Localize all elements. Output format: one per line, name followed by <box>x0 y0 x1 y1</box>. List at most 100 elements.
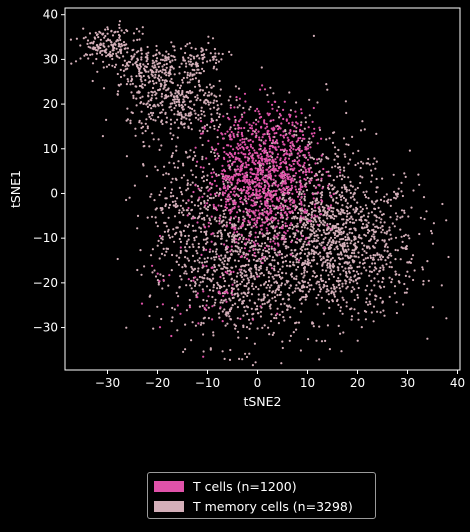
data-point <box>261 166 264 169</box>
data-point <box>265 201 268 204</box>
data-point <box>289 334 292 337</box>
data-point <box>298 288 301 291</box>
data-point <box>178 186 181 189</box>
data-point <box>208 204 211 207</box>
data-point <box>269 150 272 153</box>
data-point <box>298 259 301 262</box>
data-point <box>362 162 365 165</box>
data-point <box>202 166 205 169</box>
data-point <box>242 106 245 110</box>
data-point <box>194 184 197 187</box>
data-point <box>369 254 372 257</box>
data-point <box>213 179 216 182</box>
data-point <box>240 292 243 295</box>
data-point <box>216 104 219 107</box>
data-point <box>208 188 211 191</box>
data-point <box>151 65 154 68</box>
data-point <box>201 67 204 70</box>
data-point <box>213 218 216 221</box>
data-point <box>186 156 189 159</box>
data-point <box>392 173 395 176</box>
data-point <box>250 133 253 136</box>
data-point <box>202 175 205 178</box>
data-point <box>330 243 333 246</box>
data-point <box>219 301 222 304</box>
data-point <box>404 175 407 178</box>
data-point <box>329 250 332 253</box>
data-point <box>326 285 329 288</box>
data-point <box>199 166 202 169</box>
data-point <box>226 195 229 198</box>
data-point <box>237 172 241 176</box>
data-point <box>172 67 175 70</box>
data-point <box>316 162 319 165</box>
data-point <box>262 133 265 136</box>
data-point <box>244 181 247 184</box>
data-point <box>318 325 321 328</box>
data-point <box>229 318 233 321</box>
data-point <box>135 27 138 30</box>
data-point <box>243 217 246 220</box>
data-point <box>345 305 348 308</box>
data-point <box>296 237 299 240</box>
data-point <box>252 121 255 124</box>
data-point <box>354 228 357 231</box>
data-point <box>298 202 301 205</box>
data-point <box>320 279 323 282</box>
data-point <box>97 36 100 39</box>
data-point <box>168 161 171 164</box>
data-point <box>297 211 300 215</box>
data-point <box>304 298 307 301</box>
data-point <box>365 245 369 248</box>
data-point <box>225 312 228 315</box>
data-point <box>171 235 174 238</box>
data-point <box>348 231 351 234</box>
data-point <box>243 166 246 169</box>
data-point <box>427 279 430 282</box>
data-point <box>366 303 370 306</box>
data-point <box>126 47 129 50</box>
y-tick-label: 30 <box>43 52 58 66</box>
data-point <box>258 248 261 251</box>
data-point <box>139 96 142 99</box>
data-point <box>217 174 220 177</box>
data-point <box>182 76 185 80</box>
data-point <box>251 153 254 156</box>
data-point <box>182 174 186 177</box>
data-point <box>279 172 282 175</box>
data-point <box>269 139 272 142</box>
data-point <box>109 50 112 54</box>
data-point <box>201 170 204 173</box>
data-point <box>241 172 244 176</box>
data-point <box>192 217 195 220</box>
data-point <box>106 32 109 35</box>
data-point <box>371 201 374 204</box>
data-point <box>288 264 291 267</box>
data-point <box>213 99 216 102</box>
data-point <box>275 148 278 151</box>
data-point <box>321 205 324 209</box>
data-point <box>354 279 358 282</box>
data-point <box>222 180 225 183</box>
data-point <box>337 303 340 306</box>
data-point <box>336 298 339 301</box>
data-point <box>235 234 239 237</box>
data-point <box>221 175 225 178</box>
data-point <box>365 297 368 300</box>
data-point <box>327 252 331 255</box>
data-point <box>224 324 227 327</box>
data-point <box>153 269 156 272</box>
data-point <box>132 55 135 58</box>
data-point <box>271 200 274 203</box>
data-point <box>404 247 407 250</box>
data-point <box>194 324 197 327</box>
data-point <box>237 131 240 134</box>
data-point <box>268 137 271 140</box>
data-point <box>289 211 292 215</box>
data-point <box>331 239 335 242</box>
data-point <box>343 153 346 156</box>
data-point <box>238 97 241 100</box>
data-point <box>240 268 243 271</box>
data-point <box>278 313 281 316</box>
data-point <box>233 106 236 109</box>
